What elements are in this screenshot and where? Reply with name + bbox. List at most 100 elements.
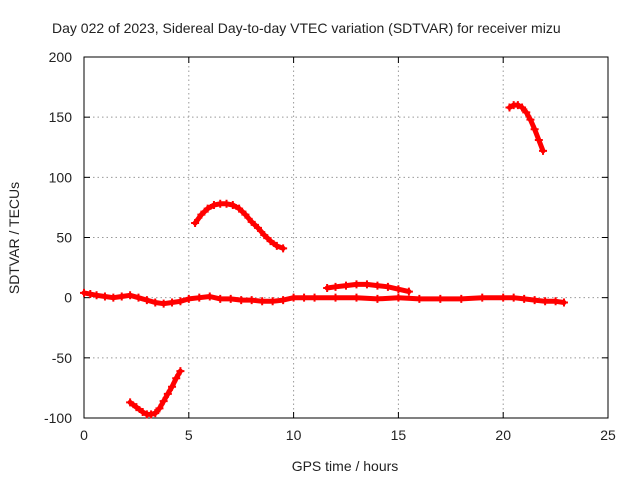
data-point <box>126 291 135 300</box>
y-tick-label: 0 <box>64 290 72 306</box>
data-point <box>172 374 181 383</box>
data-point <box>203 204 212 213</box>
data-point <box>404 287 413 296</box>
data-point <box>394 293 403 302</box>
data-point <box>478 293 487 302</box>
data-point <box>155 404 164 413</box>
x-tick-label: 10 <box>286 427 302 443</box>
data-point <box>147 410 156 419</box>
data-point <box>518 103 527 112</box>
x-tick-label: 0 <box>80 427 88 443</box>
y-tick-label: 200 <box>49 49 73 65</box>
data-point <box>323 284 332 293</box>
chart-title: Day 022 of 2023, Sidereal Day-to-day VTE… <box>52 20 561 36</box>
data-point <box>457 294 466 303</box>
x-tick-label: 20 <box>495 427 511 443</box>
data-point <box>331 293 340 302</box>
data-point <box>268 297 277 306</box>
data-point <box>86 290 95 299</box>
data-point <box>513 101 522 110</box>
y-tick-label: 50 <box>56 230 72 246</box>
data-point <box>151 409 160 418</box>
data-point <box>151 298 160 307</box>
data-point <box>228 201 237 210</box>
data-point <box>184 294 193 303</box>
x-tick-label: 5 <box>185 427 193 443</box>
grid <box>84 57 608 418</box>
data-point <box>138 407 147 416</box>
data-point <box>289 293 298 302</box>
data-point <box>539 146 548 155</box>
series-arc-hump <box>323 280 413 296</box>
data-point <box>373 294 382 303</box>
data-point <box>247 217 256 226</box>
data-point <box>191 219 200 228</box>
data-point <box>541 297 550 306</box>
data-point <box>530 125 539 134</box>
data-point <box>197 210 206 219</box>
y-axis-label: SDTVAR / TECUs <box>6 182 22 294</box>
data-point <box>247 296 256 305</box>
data-point <box>159 397 168 406</box>
data-point <box>394 285 403 294</box>
data-point <box>134 293 143 302</box>
data-point <box>168 298 177 307</box>
series-line <box>324 281 412 295</box>
data-series <box>80 101 568 419</box>
data-point <box>216 294 225 303</box>
data-point <box>209 201 218 210</box>
data-point <box>526 115 535 124</box>
data-point <box>205 292 214 301</box>
data-point <box>258 297 267 306</box>
data-point <box>436 294 445 303</box>
y-tick-label: -50 <box>52 350 72 366</box>
data-point <box>331 282 340 291</box>
data-point <box>272 241 281 250</box>
data-point <box>300 293 309 302</box>
data-point <box>415 294 424 303</box>
data-point <box>142 296 151 305</box>
data-point <box>260 231 269 240</box>
data-point <box>159 299 168 308</box>
data-point <box>522 108 531 117</box>
data-point <box>342 281 350 290</box>
y-tick-label: -100 <box>44 410 72 426</box>
data-point <box>559 298 568 307</box>
data-point <box>176 367 185 376</box>
data-point <box>279 296 288 305</box>
data-point <box>551 297 560 306</box>
data-point <box>235 204 244 213</box>
data-point <box>222 199 231 208</box>
data-point <box>126 398 135 407</box>
data-point <box>534 136 543 145</box>
data-point <box>383 282 392 291</box>
axis-ticks: 0 5 10 15 20 25 -100 -50 0 50 100 150 200 <box>44 49 616 443</box>
series-arc-high <box>505 101 548 155</box>
data-point <box>100 292 109 301</box>
data-point <box>195 293 204 302</box>
data-point <box>505 103 514 112</box>
data-point <box>237 296 246 305</box>
y-tick-label: 150 <box>49 109 73 125</box>
y-tick-label: 100 <box>49 169 73 185</box>
data-point <box>530 296 539 305</box>
data-point <box>509 293 518 302</box>
data-point <box>520 294 529 303</box>
series-baseline <box>80 288 568 308</box>
data-point <box>499 293 508 302</box>
data-point <box>352 280 361 289</box>
data-point <box>92 291 101 300</box>
data-point <box>352 293 361 302</box>
data-point <box>117 292 126 301</box>
data-point <box>253 223 262 232</box>
data-point <box>310 293 319 302</box>
data-point <box>241 210 250 219</box>
series-arc-negative <box>126 367 185 419</box>
x-axis-label: GPS time / hours <box>292 458 399 474</box>
data-point <box>132 403 141 412</box>
data-point <box>163 389 172 398</box>
data-point <box>279 244 288 253</box>
x-tick-label: 15 <box>391 427 407 443</box>
data-point <box>362 280 371 289</box>
